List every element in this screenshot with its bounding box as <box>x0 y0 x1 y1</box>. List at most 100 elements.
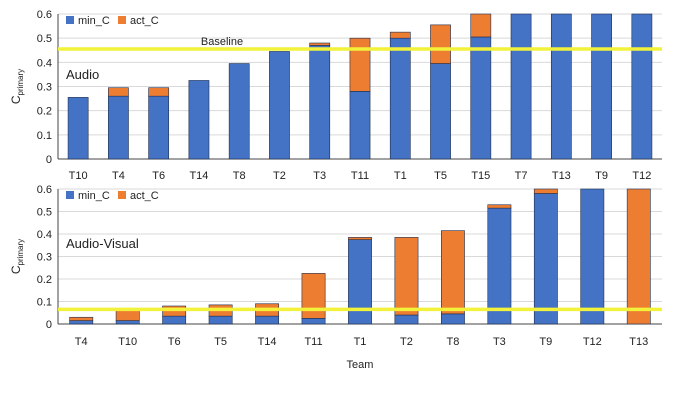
x-tick-label: T12 <box>632 170 651 182</box>
y-tick-label: 0.4 <box>37 229 52 241</box>
bar-act-c <box>394 237 419 316</box>
x-tick-label: T14 <box>189 170 208 182</box>
y-tick-label: 0.4 <box>37 57 52 69</box>
x-tick-label: T2 <box>273 170 286 182</box>
y-axis-label-main: C <box>9 265 23 274</box>
bar-min-c <box>470 36 492 160</box>
x-tick-label: T12 <box>583 336 602 348</box>
x-tick-label: T4 <box>75 336 88 348</box>
bar-min-c <box>255 315 279 325</box>
x-tick-label: T8 <box>233 170 246 182</box>
x-tick-label: T5 <box>214 336 227 348</box>
x-tick-label: T9 <box>539 336 552 348</box>
bar-min-c <box>580 188 605 325</box>
legend-swatch-min-c <box>66 191 74 199</box>
y-tick-label: 0.2 <box>37 106 52 118</box>
x-tick-label: T7 <box>515 170 528 182</box>
bar-min-c <box>269 51 290 160</box>
bar-act-c <box>430 24 451 64</box>
x-tick-label: T14 <box>258 336 277 348</box>
y-tick-label: 0.1 <box>37 130 52 142</box>
panel-annotation: Audio <box>66 67 99 82</box>
y-axis-label: Cprimary <box>9 239 25 274</box>
y-tick-label: 0 <box>46 154 52 166</box>
bar-min-c <box>348 239 372 325</box>
x-tick-label: T13 <box>552 170 571 182</box>
bar-min-c <box>228 63 250 160</box>
bar-min-c <box>631 13 653 160</box>
bar-min-c <box>510 13 532 160</box>
x-tick-label: T1 <box>354 336 367 348</box>
bar-act-c <box>470 13 492 38</box>
x-tick-label: T8 <box>447 336 460 348</box>
y-axis-label: Cprimary <box>9 69 25 104</box>
bar-min-c <box>148 95 170 160</box>
bar-min-c <box>162 315 187 325</box>
y-axis-label-subscript: primary <box>16 69 25 96</box>
panel-annotation: Audio-Visual <box>66 236 139 251</box>
bar-min-c <box>309 45 331 160</box>
y-tick-label: 0.1 <box>37 297 52 309</box>
x-tick-label: T2 <box>400 336 413 348</box>
legend-swatch-min-c <box>66 16 74 24</box>
legend-swatch-act-c <box>118 191 126 199</box>
bar-min-c <box>394 314 419 325</box>
legend-label-act-c: act_C <box>130 15 159 27</box>
bar-act-c <box>389 31 411 39</box>
x-tick-label: T11 <box>304 336 322 348</box>
bar-min-c <box>591 13 612 160</box>
x-tick-label: T9 <box>595 170 608 182</box>
bar-act-c <box>115 310 140 321</box>
bar-min-c <box>389 37 411 160</box>
bar-min-c <box>301 318 326 325</box>
bar-min-c <box>430 63 451 160</box>
x-tick-label: T6 <box>168 336 181 348</box>
bar-act-c <box>441 230 465 315</box>
y-tick-label: 0.3 <box>37 252 52 264</box>
y-tick-label: 0.3 <box>37 82 52 94</box>
y-axis-label-main: C <box>9 95 23 104</box>
legend-label-act-c: act_C <box>130 190 159 202</box>
bar-min-c <box>533 193 558 325</box>
bar-min-c <box>208 315 233 325</box>
bar-act-c <box>349 37 371 92</box>
legend-swatch-act-c <box>118 16 126 24</box>
x-tick-label: T5 <box>434 170 447 182</box>
bar-act-c <box>108 87 129 97</box>
bar-min-c <box>188 80 210 160</box>
y-tick-label: 0.2 <box>37 274 52 286</box>
x-tick-label: T6 <box>152 170 165 182</box>
x-tick-label: T3 <box>493 336 506 348</box>
bar-min-c <box>69 320 94 325</box>
bar-min-c <box>67 97 89 160</box>
bar-act-c <box>626 188 651 325</box>
bar-min-c <box>108 95 129 160</box>
bar-min-c <box>550 13 572 160</box>
bar-act-c <box>309 42 331 46</box>
legend-label-min-c: min_C <box>78 190 110 202</box>
y-axis-label-subscript: primary <box>16 239 25 266</box>
bar-act-c <box>69 316 94 321</box>
bar-min-c <box>441 313 465 325</box>
x-tick-label: T15 <box>471 170 490 182</box>
x-tick-label: T3 <box>313 170 326 182</box>
bar-act-c <box>487 204 512 209</box>
x-axis-title: Team <box>347 359 374 371</box>
baseline-label: Baseline <box>201 36 243 48</box>
y-tick-label: 0.6 <box>37 9 52 21</box>
bar-act-c <box>533 188 558 194</box>
bar-min-c <box>487 207 512 325</box>
bar-act-c <box>148 87 170 97</box>
y-tick-label: 0.5 <box>37 207 52 219</box>
x-tick-label: T11 <box>351 170 369 182</box>
legend-label-min-c: min_C <box>78 15 110 27</box>
x-tick-label: T1 <box>394 170 407 182</box>
x-tick-label: T13 <box>629 336 648 348</box>
x-tick-label: T4 <box>112 170 125 182</box>
y-tick-label: 0 <box>46 319 52 331</box>
x-tick-label: T10 <box>69 170 88 182</box>
bar-min-c <box>115 320 140 325</box>
y-tick-label: 0.6 <box>37 184 52 196</box>
y-tick-label: 0.5 <box>37 33 52 45</box>
